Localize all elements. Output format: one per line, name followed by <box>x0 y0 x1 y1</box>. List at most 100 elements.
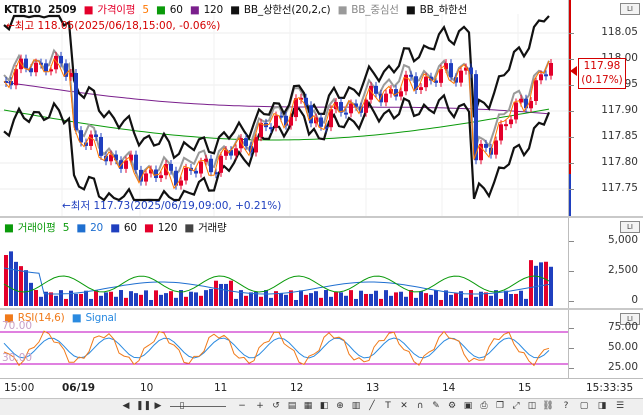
copy-icon[interactable]: ❐ <box>495 401 505 411</box>
crosshair-icon[interactable]: ⊕ <box>336 401 344 411</box>
candle-body <box>399 91 403 97</box>
rsi-axis[interactable]: LI 75.00 50.00 25.00 <box>568 310 643 378</box>
candle-body <box>509 119 513 125</box>
time-label: 12 <box>290 382 304 394</box>
scroll-last-icon[interactable]: ▶ <box>154 401 162 411</box>
vol-ma5-period: 5 <box>62 222 70 234</box>
volume-bar <box>514 293 518 306</box>
volume-bar <box>79 293 83 306</box>
volume-bar <box>179 290 183 306</box>
volume-axis[interactable]: LI 5,000 2,500 0 <box>568 218 643 308</box>
reset-zoom-icon[interactable]: ↺ <box>272 401 280 411</box>
zoom-in-icon[interactable]: + <box>256 401 264 411</box>
volume-pane-control-button[interactable]: LI <box>620 221 640 233</box>
ma120-period: 120 <box>203 4 224 16</box>
candle-body <box>129 154 133 161</box>
magnet-icon[interactable]: ∩ <box>416 401 424 411</box>
volume-bar <box>264 290 268 306</box>
candle-body <box>419 87 423 90</box>
candle-body <box>139 169 143 182</box>
candle-body <box>409 74 413 77</box>
rsi-tick-label: 50.00 <box>607 341 638 353</box>
contract-label: 2509 <box>48 4 77 16</box>
volume-bar <box>544 261 548 306</box>
pane-divider[interactable] <box>0 216 643 218</box>
pause-icon[interactable]: ❚❚ <box>136 401 152 411</box>
volume-legend: ■ 거래이평 5 ■ 20 ■ 60 ■ 120 ■ 거래량 <box>4 220 230 235</box>
candle-body <box>299 97 303 100</box>
candle-body <box>269 127 273 130</box>
time-axis[interactable]: 15:00 06/19 10 11 12 13 14 15 15:33:35 <box>0 378 643 399</box>
layout-icon[interactable]: ◫ <box>527 401 537 411</box>
volume-bar <box>494 290 498 306</box>
candle-body <box>474 74 478 161</box>
candle-body <box>159 175 163 179</box>
pane-divider[interactable] <box>0 308 643 310</box>
volume-bar <box>69 290 73 306</box>
delete-drawing-icon[interactable]: ✕ <box>400 401 408 411</box>
grid-icon[interactable]: ▥ <box>351 401 361 411</box>
volume-pane[interactable]: ■ 거래이평 5 ■ 20 ■ 60 ■ 120 ■ 거래량 <box>0 218 568 308</box>
volume-bar <box>509 293 513 306</box>
rsi-pane[interactable]: ■ RSI(14,6) ■ Signal 70.00 30.00 <box>0 310 568 378</box>
save-icon[interactable]: ▣ <box>463 401 473 411</box>
candle-body <box>164 163 168 176</box>
indicator-icon[interactable]: ▦ <box>303 401 313 411</box>
draw-line-icon[interactable]: ╱ <box>369 401 375 411</box>
rsi-pane-control-button[interactable]: LI <box>620 313 640 325</box>
volume-bar <box>114 296 118 306</box>
rsi-upper-level: 70.00 <box>2 320 33 332</box>
scroll-thumb-icon[interactable]: ▯ <box>179 401 185 411</box>
compare-icon[interactable]: ◧ <box>319 401 329 411</box>
axis-tick <box>569 137 574 138</box>
scroll-track[interactable] <box>170 406 226 407</box>
candle-body <box>504 124 508 127</box>
candle-body <box>209 158 213 173</box>
legend-marker-vol60: ■ <box>110 222 120 234</box>
volume-bar <box>234 298 238 306</box>
menu-icon[interactable]: ☰ <box>615 401 625 411</box>
text-tool-icon[interactable]: T <box>385 401 391 411</box>
volume-bar <box>84 290 88 306</box>
fullscreen-icon[interactable]: ▢ <box>579 401 589 411</box>
axis-tick <box>569 301 574 302</box>
legend-marker-volume: ■ <box>184 222 195 234</box>
volume-bar <box>504 290 508 306</box>
volume-bar <box>414 297 418 306</box>
candle-body <box>254 137 258 153</box>
volume-bar <box>204 290 208 306</box>
candle-body <box>69 73 73 77</box>
print-icon[interactable]: ⎙ <box>480 401 488 411</box>
ma5-line <box>3 57 550 190</box>
link-icon[interactable]: ⛓ <box>542 401 554 411</box>
candle-body <box>144 173 148 182</box>
expand-icon[interactable]: ⤢ <box>512 401 520 411</box>
volume-bar <box>99 295 103 306</box>
tools-icon[interactable]: ✎ <box>432 401 440 411</box>
candle-body <box>484 143 488 148</box>
candle-body <box>184 167 188 181</box>
candle-body <box>84 142 88 146</box>
volume-bar <box>409 290 413 306</box>
legend-marker-ma120: ■ <box>189 4 200 16</box>
price-pane[interactable]: KTB10 2509 ■ 가격이평 5 ■ 60 ■ 120 ■ BB_상한선(20,2… <box>0 0 568 216</box>
volume-bar <box>394 292 398 306</box>
price-axis[interactable]: LI 118.05 118.00 117.95 117.90 117.85 11… <box>568 0 643 216</box>
volume-bar <box>314 291 318 306</box>
volume-bar <box>144 290 148 306</box>
axis-tick <box>569 368 574 369</box>
volume-bar <box>539 262 543 306</box>
volume-bar <box>324 290 328 306</box>
legend-marker-signal: ■ <box>71 312 82 324</box>
rsi-signal-line <box>3 337 550 359</box>
settings-icon[interactable]: ⚙ <box>447 401 457 411</box>
period-icon[interactable]: ▤ <box>287 401 297 411</box>
legend-marker-bb-lower: ■ <box>405 4 416 16</box>
help-icon[interactable]: ? <box>563 401 569 411</box>
scroll-first-icon[interactable]: ◀ <box>122 401 130 411</box>
zoom-out-icon[interactable]: − <box>238 401 246 411</box>
volume-bar <box>369 293 373 306</box>
volume-bar <box>304 294 308 306</box>
pane-control-button[interactable]: LI <box>620 3 640 15</box>
split-icon[interactable]: ◨ <box>597 401 607 411</box>
